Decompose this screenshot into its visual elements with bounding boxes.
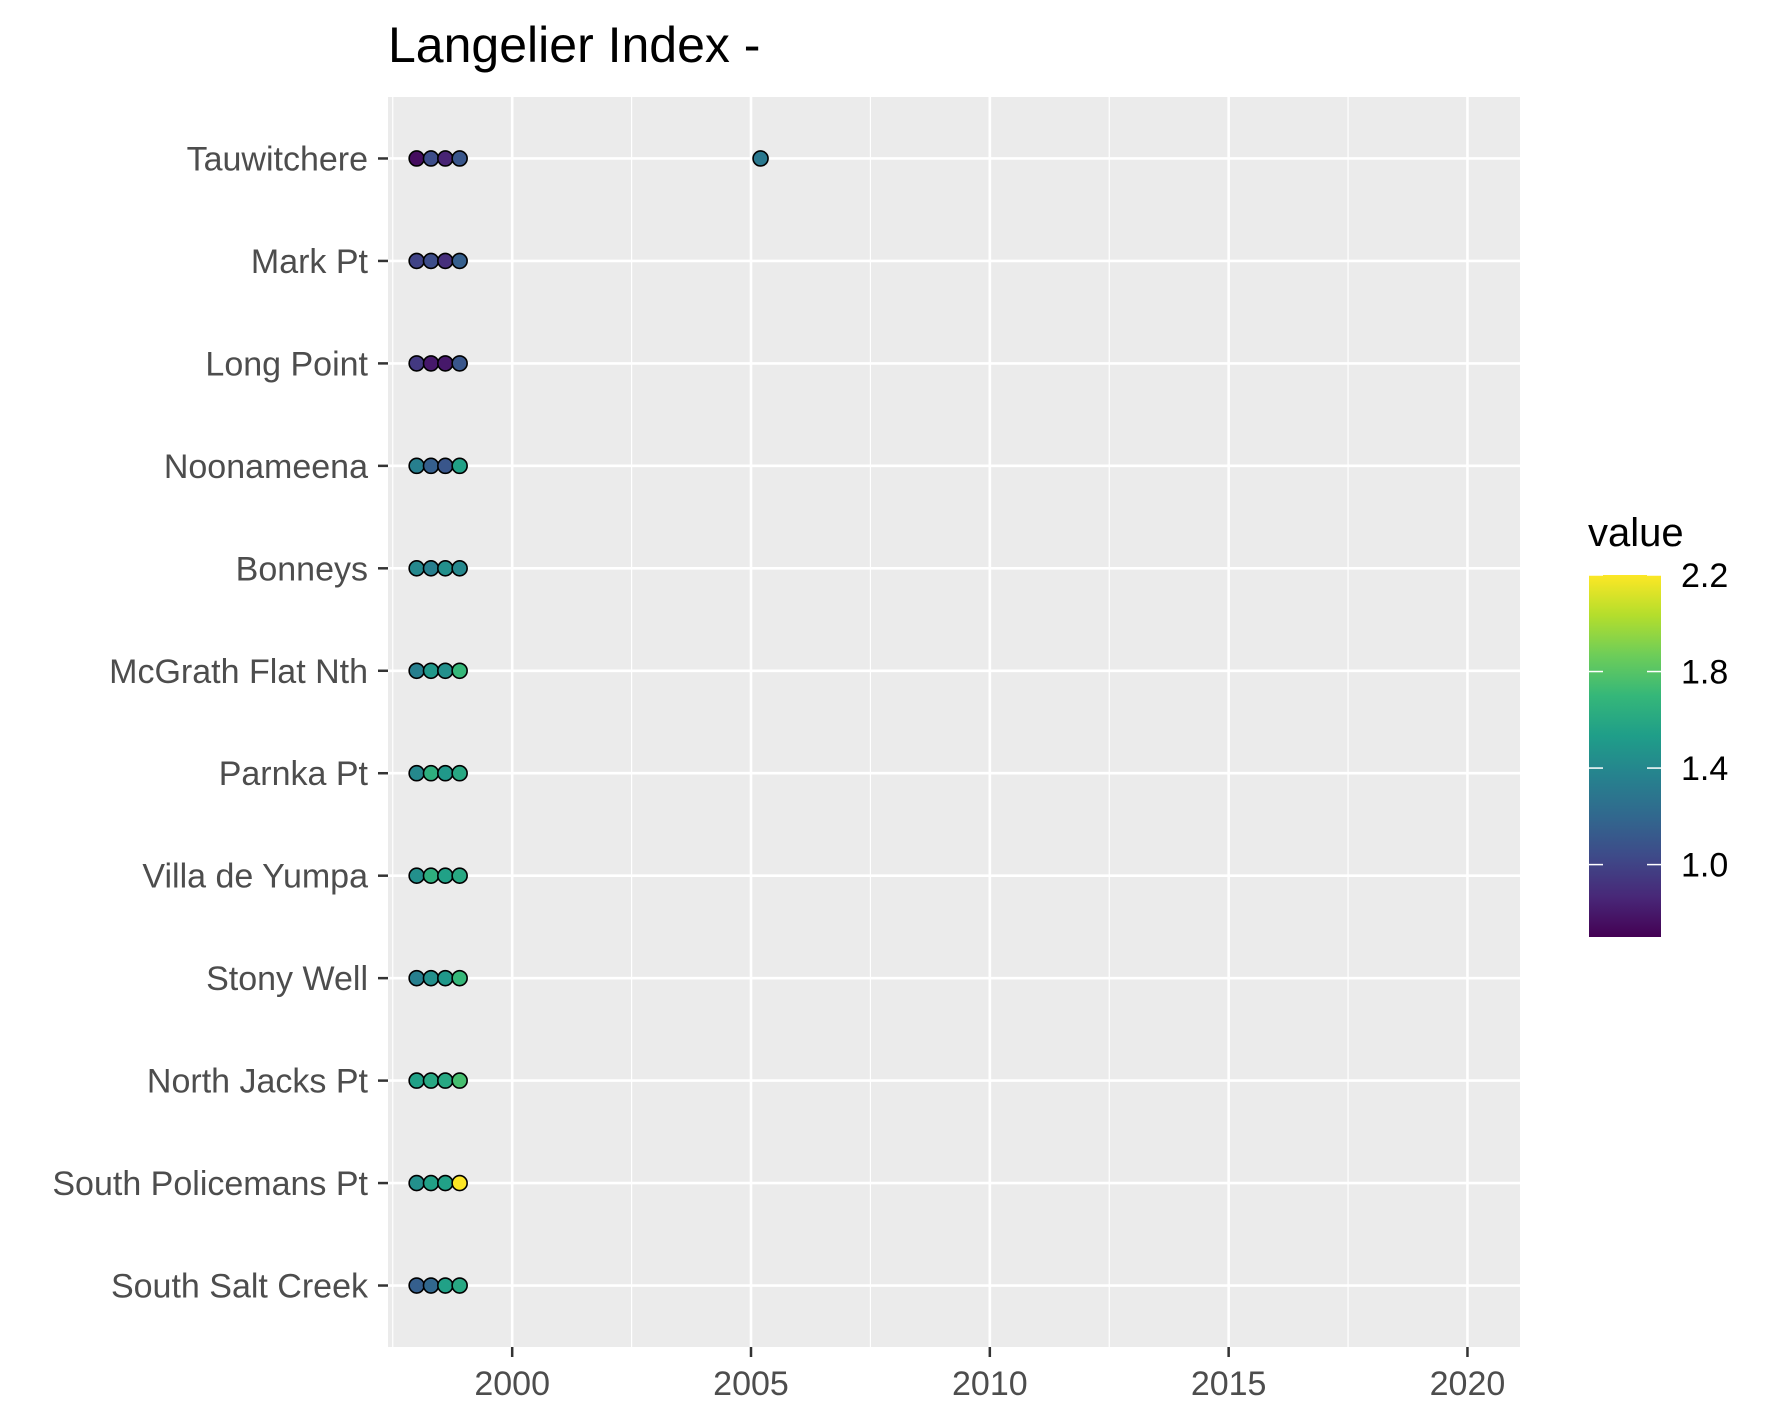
data-point [437, 150, 454, 167]
data-point [451, 457, 468, 475]
data-points [408, 150, 769, 1294]
data-point [437, 1072, 454, 1089]
data-point [408, 764, 425, 782]
data-point [437, 560, 454, 577]
data-point [437, 969, 454, 987]
y-tick-label: Parnka Pt [219, 755, 369, 793]
y-tick-label: Villa de Yumpa [142, 858, 368, 896]
data-point [408, 355, 425, 372]
y-tick-label: Mark Pt [251, 243, 369, 281]
data-point [451, 662, 468, 680]
data-point [422, 355, 440, 372]
y-tick-label: South Salt Creek [111, 1268, 369, 1306]
data-point [408, 867, 425, 884]
legend-colorbar [1589, 575, 1661, 937]
data-point [451, 1174, 468, 1192]
data-point [422, 764, 440, 782]
y-tick-label: Noonameena [164, 448, 368, 486]
legend-tick-label: 1.0 [1681, 847, 1728, 885]
legend-tick-label: 2.2 [1681, 557, 1728, 595]
legend-tick-label: 1.4 [1681, 750, 1728, 788]
data-point [408, 969, 425, 987]
y-tick-label: South Policemans Pt [52, 1165, 368, 1203]
data-point [437, 1174, 454, 1192]
major-gridlines [388, 97, 1520, 1347]
y-tick-label: Stony Well [206, 960, 368, 998]
y-tick-label: Tauwitchere [187, 140, 368, 178]
data-point [422, 457, 440, 475]
data-point [422, 662, 440, 680]
data-point [437, 764, 454, 782]
data-point [422, 150, 440, 167]
data-point [422, 1072, 440, 1089]
data-point [408, 1072, 425, 1089]
x-tick-label: 2000 [474, 1365, 550, 1403]
data-point [451, 969, 468, 987]
color-legend: value 1.0 1.4 1.8 2.2 [1588, 511, 1728, 937]
plot-panel [388, 97, 1520, 1347]
data-point [437, 457, 454, 475]
data-point [422, 969, 440, 987]
y-axis: Tauwitchere Mark Pt Long Point Noonameena Bo… [52, 140, 388, 1306]
data-point [408, 662, 425, 680]
data-point [422, 252, 440, 270]
x-tick-label: 2010 [952, 1365, 1028, 1403]
data-point [437, 355, 454, 372]
data-point [422, 867, 440, 884]
x-tick-label: 2005 [713, 1365, 789, 1403]
legend-tick-label: 1.8 [1681, 654, 1728, 692]
data-point [422, 560, 440, 577]
minor-gridlines [392, 97, 1349, 1347]
data-point [408, 560, 425, 577]
data-point [752, 150, 769, 167]
x-tick-label: 2020 [1430, 1365, 1506, 1403]
data-point [451, 1072, 468, 1089]
data-point [451, 252, 468, 270]
x-tick-label: 2015 [1191, 1365, 1267, 1403]
y-tick-label: McGrath Flat Nth [109, 653, 368, 691]
data-point [437, 252, 454, 270]
data-point [451, 867, 468, 884]
data-point [408, 1277, 425, 1294]
legend-title: value [1588, 511, 1684, 555]
data-point [437, 662, 454, 680]
y-tick-label: Bonneys [236, 550, 368, 588]
chart-title: Langelier Index - [388, 17, 760, 73]
y-tick-label: Long Point [205, 345, 368, 383]
x-axis: 2000 2005 2010 2015 2020 [474, 1347, 1505, 1403]
data-point [451, 1277, 468, 1294]
data-point [422, 1174, 440, 1192]
legend-ticks: 1.0 1.4 1.8 2.2 [1589, 557, 1728, 885]
data-point [408, 457, 425, 475]
data-point [451, 764, 468, 782]
data-point [422, 1277, 440, 1294]
data-point [451, 150, 468, 167]
data-point [408, 150, 425, 167]
data-point [451, 560, 468, 577]
data-point [437, 1277, 454, 1294]
data-point [408, 1174, 425, 1192]
data-point [451, 355, 468, 372]
data-point [437, 867, 454, 884]
y-tick-label: North Jacks Pt [147, 1063, 369, 1101]
data-point [408, 252, 425, 270]
